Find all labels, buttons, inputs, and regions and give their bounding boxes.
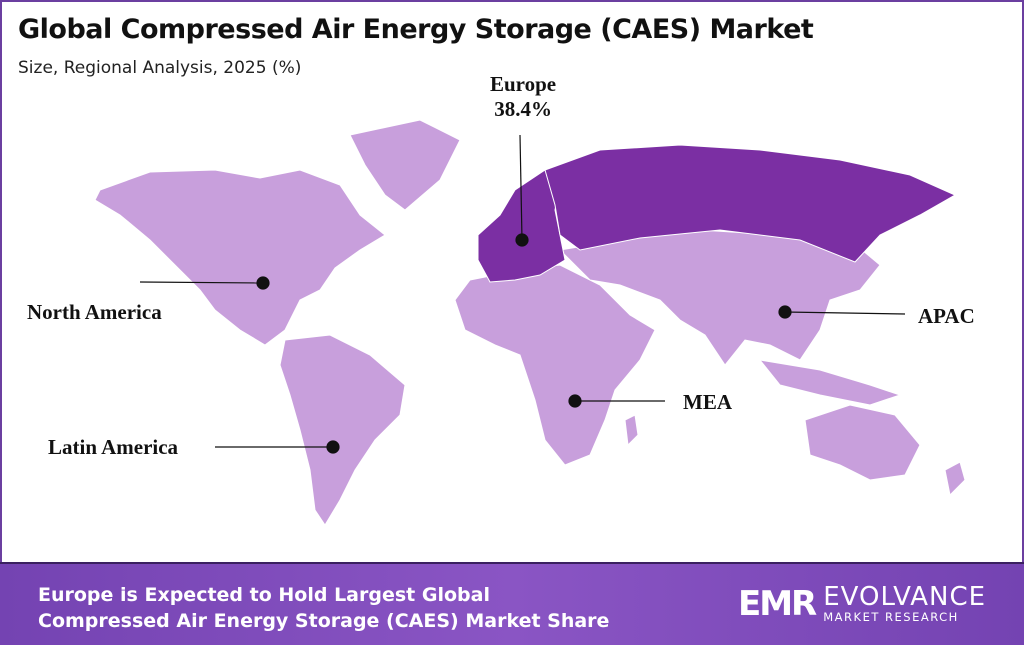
label-north-america: North America (27, 300, 162, 324)
page-subtitle: Size, Regional Analysis, 2025 (%) (18, 58, 302, 78)
page-title: Global Compressed Air Energy Storage (CA… (18, 14, 814, 45)
label-latin-america: Latin America (48, 435, 179, 459)
leader-line-north-america (139, 281, 264, 284)
marker-europe (515, 233, 529, 247)
region-madagascar (624, 414, 639, 447)
marker-apac (778, 305, 792, 319)
logo-tagline: MARKET RESEARCH (823, 610, 959, 624)
marker-mea (568, 394, 582, 408)
europe-share: 38.4% (494, 97, 552, 121)
marker-north-america (256, 276, 270, 290)
region-australia (804, 404, 921, 481)
region-north-america (94, 169, 386, 346)
region-greenland (349, 119, 461, 211)
footer-line-1: Europe is Expected to Hold Largest Globa… (38, 584, 490, 606)
logo-name: EVOLVANCE (823, 582, 987, 612)
leader-line-apac (784, 311, 906, 315)
footer-banner: Europe is Expected to Hold Largest Globa… (0, 562, 1024, 645)
region-southeast-asia (758, 359, 902, 406)
leader-line-europe (519, 134, 523, 241)
footer-text: Europe is Expected to Hold Largest Globa… (38, 582, 609, 634)
label-mea: MEA (683, 390, 732, 414)
europe-name: Europe (490, 72, 557, 96)
logo-mark: EMR (738, 584, 817, 624)
label-europe: Europe 38.4% (490, 72, 556, 122)
label-apac: APAC (918, 304, 975, 328)
brand-logo: EMR EVOLVANCE MARKET RESEARCH (738, 584, 986, 624)
footer-line-2: Compressed Air Energy Storage (CAES) Mar… (38, 610, 610, 632)
logo-wordmark: EVOLVANCE MARKET RESEARCH (823, 584, 986, 624)
marker-latin-america (326, 440, 340, 454)
region-africa (454, 264, 656, 466)
region-latin-america (279, 334, 406, 526)
region-russia (544, 144, 957, 263)
region-new-zealand (944, 461, 966, 497)
